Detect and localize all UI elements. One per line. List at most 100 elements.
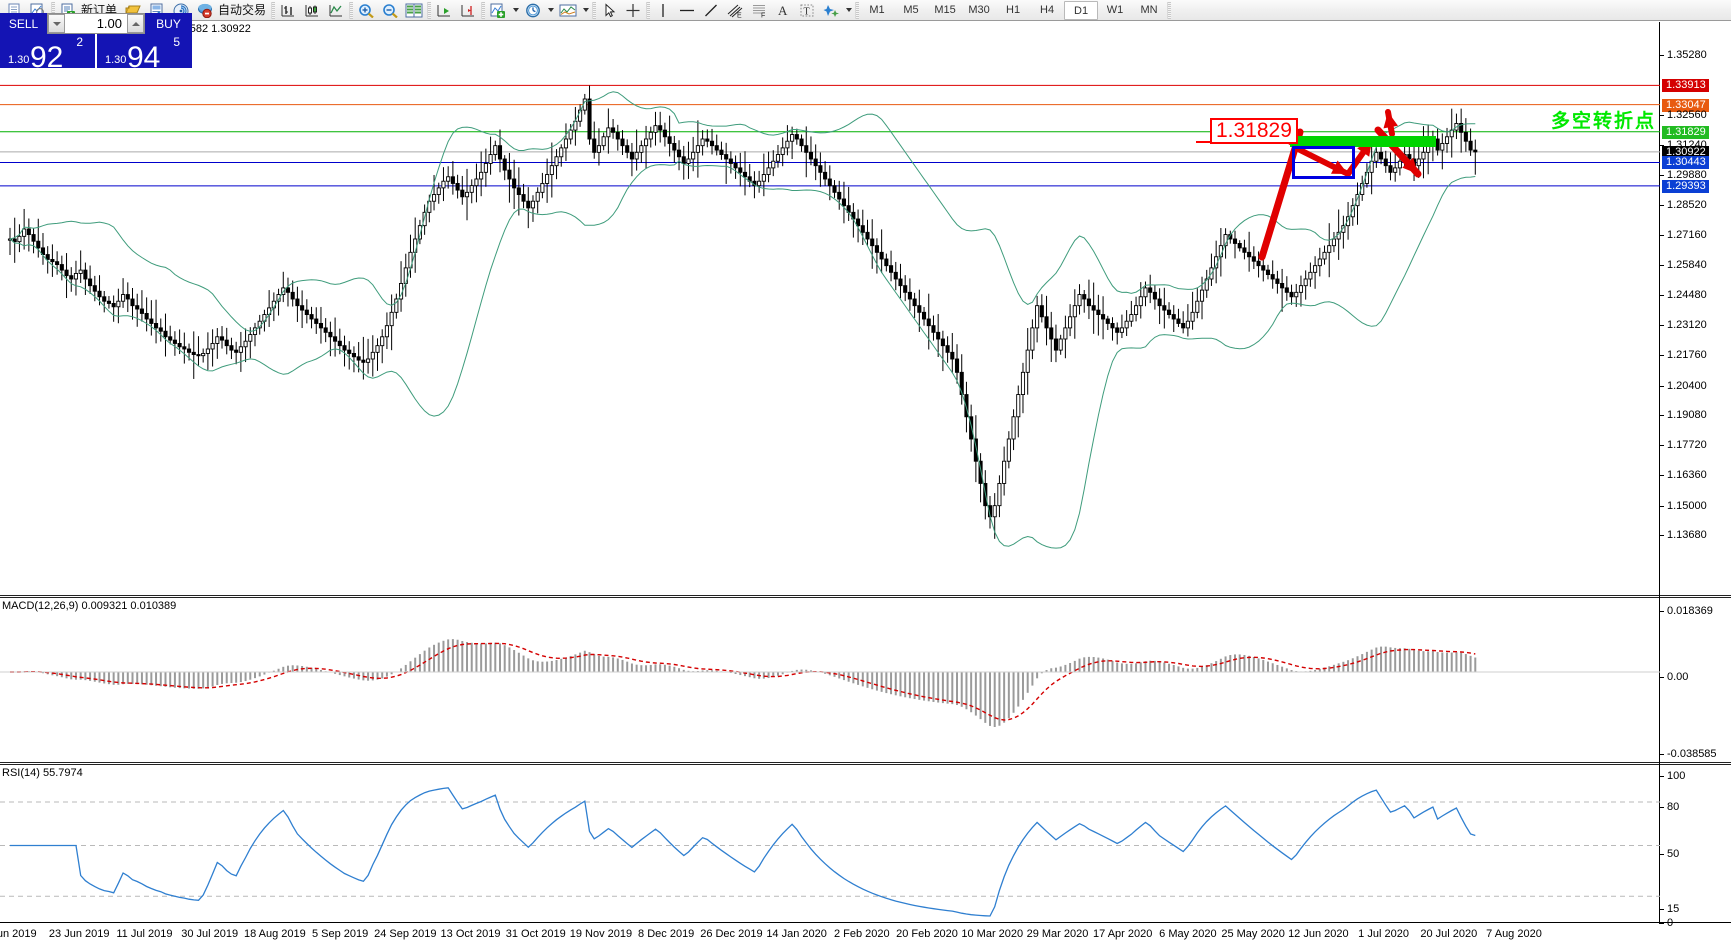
period-clock-icon[interactable] [521, 0, 545, 20]
svg-text:F: F [761, 12, 765, 18]
price-tag-stem [1196, 141, 1218, 143]
rsi-tick-50: 50 [1660, 849, 1679, 860]
auto-scroll-icon[interactable] [456, 0, 480, 20]
timeframe-h4[interactable]: H4 [1040, 3, 1055, 16]
price-axis-divider [1659, 22, 1660, 924]
time-tick-label: 24 Sep 2019 [374, 928, 437, 940]
time-tick-label: 25 May 2020 [1221, 928, 1285, 940]
template-icon[interactable] [556, 0, 580, 20]
time-tick-label: 14 Jan 2020 [766, 928, 827, 940]
price-pane[interactable]: GBPUSD-,Daily 1.32179 1.32538 1.30582 1.… [0, 22, 1731, 596]
bar-chart-icon[interactable] [276, 0, 300, 20]
time-tick-label: 1 Jul 2020 [1358, 928, 1409, 940]
time-tick-label: 5 Sep 2019 [311, 928, 369, 940]
price-level-tag[interactable]: 1.31829 [1210, 118, 1298, 144]
timeframe-h1[interactable]: H1 [1006, 3, 1021, 16]
volume-increase-button[interactable] [127, 14, 144, 33]
rsi-tick-15: 15 [1660, 904, 1679, 915]
trendline-icon[interactable] [699, 0, 723, 20]
main-toolbar: 新订单 自动交易 [0, 0, 1731, 21]
price-tick-1-24480: 1.24480 [1660, 290, 1707, 301]
time-tick-label: 29 Mar 2020 [1026, 928, 1089, 940]
price-tick-1-31240: 1.31240 [1660, 139, 1707, 151]
time-tick-label: 10 Mar 2020 [961, 928, 1024, 940]
fibo-icon[interactable]: F [747, 0, 771, 20]
time-tick-label: 11 Jul 2019 [116, 928, 173, 940]
shapes-icon[interactable] [819, 0, 843, 20]
hline-icon[interactable] [675, 0, 699, 20]
sell-price-prefix: 1.30 [8, 54, 30, 66]
buy-price-main: 94 [127, 41, 161, 69]
timeframe-m5[interactable]: M5 [903, 3, 919, 16]
text-box-icon[interactable]: T [795, 0, 819, 20]
trade-panel-top-row: SELL 1.00 BUY [0, 13, 192, 34]
macd-pane[interactable]: MACD(12,26,9) 0.009321 0.010389 [0, 599, 1731, 763]
time-tick-label: 12 Jun 2020 [1288, 928, 1349, 940]
price-chart-canvas [0, 84, 1660, 549]
cursor-icon[interactable] [597, 0, 621, 20]
chevron-down-icon[interactable] [843, 0, 854, 20]
shift-chart-icon[interactable] [432, 0, 456, 20]
indicator-add-icon[interactable] [486, 0, 510, 20]
timeframe-m15[interactable]: M15 [934, 3, 956, 16]
time-tick-label: 17 Apr 2020 [1093, 928, 1153, 940]
time-tick-label: Jun 2019 [0, 928, 37, 940]
price-tick-1-30922: 1.30922 [1662, 145, 1709, 159]
price-tick-1-31829: 1.31829 [1662, 125, 1709, 139]
zoom-out-icon[interactable] [378, 0, 402, 20]
timeframe-d1[interactable]: D1 [1064, 0, 1099, 20]
crosshair-icon[interactable] [621, 0, 645, 20]
one-click-trading-panel[interactable]: SELL 1.00 BUY 1.30 92 2 1.30 94 5 [0, 13, 192, 68]
chart-window[interactable]: GBPUSD-,Daily 1.32179 1.32538 1.30582 1.… [0, 22, 1731, 948]
autotrading-label[interactable]: 自动交易 [218, 3, 267, 17]
buy-price-quote[interactable]: 1.30 94 5 [97, 34, 192, 68]
yellow-folder-icon[interactable] [121, 0, 145, 20]
chevron-down-icon[interactable] [545, 0, 556, 20]
time-tick-label: 23 Jun 2019 [48, 928, 110, 940]
timeframe-w1[interactable]: W1 [1106, 3, 1124, 16]
price-tick-1-33913: 1.33913 [1662, 79, 1709, 93]
line-chart-icon[interactable] [324, 0, 348, 20]
time-tick-label: 30 Jul 2019 [181, 928, 239, 940]
buy-price-fraction: 5 [173, 35, 180, 49]
equidistant-channel-icon[interactable]: E [723, 0, 747, 20]
time-tick-label: 31 Oct 2019 [505, 928, 566, 940]
time-axis-line [0, 922, 1731, 924]
timeframe-m30[interactable]: M30 [968, 3, 990, 16]
price-tick-1-30443: 1.30443 [1662, 156, 1709, 170]
text-label-icon[interactable]: A [771, 0, 795, 20]
volume-decrease-button[interactable] [48, 14, 65, 33]
price-axis[interactable]: 1.35280 1.33913 1.33047 1.32560 1.31829 1.312… [1660, 22, 1731, 929]
time-axis[interactable]: Jun 2019 23 Jun 2019 11 Jul 2019 30 Jul 201… [0, 925, 1660, 947]
candle-chart-icon[interactable] [300, 0, 324, 20]
rsi-pane[interactable]: RSI(14) 55.7974 [0, 766, 1731, 924]
buy-button[interactable]: BUY [145, 13, 192, 34]
timeframe-m1[interactable]: M1 [869, 3, 885, 16]
time-tick-label: 18 Aug 2019 [243, 928, 306, 940]
timeframe-mn[interactable]: MN [1140, 3, 1158, 16]
autotrading-icon[interactable] [193, 0, 217, 20]
document-icon[interactable] [2, 0, 26, 20]
zoom-in-icon[interactable] [354, 0, 378, 20]
time-tick-label: 2 Feb 2020 [833, 928, 890, 940]
price-tick-1-33047: 1.33047 [1662, 98, 1709, 112]
time-tick-label: 26 Dec 2019 [700, 928, 763, 940]
volume-value[interactable]: 1.00 [96, 16, 122, 31]
chevron-down-icon[interactable] [510, 0, 521, 20]
time-tick-label: 20 Feb 2020 [896, 928, 958, 940]
consolidation-box [1292, 146, 1355, 179]
trade-panel-quotes: 1.30 92 2 1.30 94 5 [0, 34, 192, 68]
vline-icon[interactable] [651, 0, 675, 20]
sell-price-quote[interactable]: 1.30 92 2 [0, 34, 95, 68]
data-window-icon[interactable] [402, 0, 426, 20]
rsi-tick-100: 100 [1660, 771, 1685, 782]
pane-divider-rsi [0, 762, 1731, 765]
price-tick-1-35280: 1.35280 [1660, 50, 1707, 61]
sell-button[interactable]: SELL [0, 13, 47, 34]
price-tick-1-20400: 1.20400 [1660, 380, 1707, 392]
volume-field[interactable]: 1.00 [47, 13, 145, 34]
chevron-down-icon[interactable] [580, 0, 591, 20]
time-tick-label: 20 Jul 2020 [1420, 928, 1478, 940]
svg-text:A: A [778, 3, 788, 18]
macd-tick-0_00: 0.00 [1660, 672, 1688, 683]
